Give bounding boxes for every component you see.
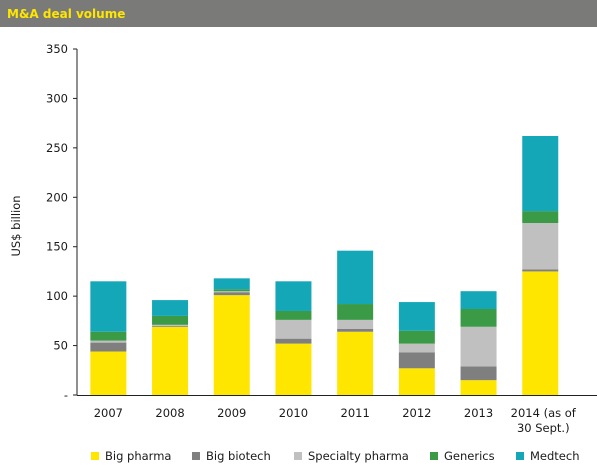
- bar-generics: [337, 304, 374, 320]
- bar-medtech: [90, 281, 127, 332]
- bar-medtech: [337, 250, 374, 305]
- bar-big-pharma: [152, 326, 189, 395]
- bar-big-biotech: [275, 338, 312, 344]
- bar-medtech: [152, 300, 189, 316]
- bar-specialty-pharma: [460, 326, 497, 367]
- bar-big-biotech: [152, 325, 189, 327]
- legend-item-specialty-pharma: Specialty pharma: [294, 449, 409, 463]
- legend-label: Generics: [444, 449, 495, 463]
- y-tick-label: 300: [46, 91, 68, 105]
- legend-swatch: [516, 452, 524, 460]
- bar-big-pharma: [337, 331, 374, 395]
- bar-generics: [213, 289, 250, 292]
- legend-swatch: [430, 452, 438, 460]
- x-tick-label: 2014 (as of 30 Sept.): [511, 406, 577, 435]
- x-tick-label: 2009: [217, 406, 246, 420]
- bar-specialty-pharma: [90, 340, 127, 343]
- legend-label: Medtech: [530, 449, 580, 463]
- bar-big-biotech: [337, 328, 374, 332]
- legend-item-medtech: Medtech: [516, 449, 580, 463]
- bar-big-pharma: [522, 271, 559, 395]
- x-tick-label: 2012: [402, 406, 431, 420]
- y-tick-label: 350: [46, 42, 68, 56]
- y-tick-label: 100: [46, 289, 68, 303]
- bar-big-pharma: [213, 295, 250, 395]
- x-tick-label: 2010: [279, 406, 308, 420]
- chart-legend: Big pharma Big biotech Specialty pharma Gen…: [0, 449, 597, 467]
- x-tick-label: 2011: [341, 406, 370, 420]
- bar-medtech: [398, 302, 435, 331]
- chart-title: M&A deal volume: [7, 6, 126, 21]
- legend-swatch: [91, 452, 99, 460]
- legend-swatch: [192, 452, 200, 460]
- bar-medtech: [275, 281, 312, 311]
- x-tick-label: 2008: [155, 406, 184, 420]
- bar-big-biotech: [398, 352, 435, 369]
- y-tick-label: 250: [46, 141, 68, 155]
- stacked-bar-chart: US$ billion - 50 100 150 200 250 300 350 2007 2008…: [9, 42, 597, 435]
- legend-item-big-biotech: Big biotech: [192, 449, 271, 463]
- legend-label: Big pharma: [105, 449, 172, 463]
- bar-medtech: [460, 291, 497, 309]
- y-tick-label: 150: [46, 240, 68, 254]
- bar-generics: [460, 308, 497, 327]
- bar-specialty-pharma: [213, 291, 250, 293]
- bar-big-pharma: [90, 351, 127, 395]
- bar-big-biotech: [90, 342, 127, 352]
- y-axis-label: US$ billion: [9, 195, 23, 256]
- x-tick-label: 2007: [94, 406, 123, 420]
- bar-specialty-pharma: [398, 343, 435, 353]
- bar-specialty-pharma: [275, 319, 312, 339]
- bar-big-biotech: [460, 366, 497, 381]
- bar-generics: [275, 310, 312, 320]
- bar-medtech: [522, 135, 559, 212]
- legend-item-generics: Generics: [430, 449, 495, 463]
- bar-specialty-pharma: [522, 222, 559, 270]
- bar-big-pharma: [398, 368, 435, 395]
- legend-label: Specialty pharma: [308, 449, 409, 463]
- y-tick-label: -: [64, 388, 68, 402]
- legend-label: Big biotech: [206, 449, 271, 463]
- bar-specialty-pharma: [337, 319, 374, 329]
- bar-generics: [398, 330, 435, 344]
- bar-generics: [152, 315, 189, 325]
- legend-swatch: [294, 452, 302, 460]
- chart-title-bar: M&A deal volume: [0, 0, 597, 27]
- bar-big-biotech: [522, 269, 559, 272]
- bar-medtech: [213, 278, 250, 290]
- y-tick-label: 200: [46, 190, 68, 204]
- bar-generics: [90, 331, 127, 341]
- y-tick-label: 50: [53, 339, 68, 353]
- bar-specialty-pharma: [152, 324, 189, 326]
- bar-generics: [522, 211, 559, 223]
- bar-big-pharma: [275, 343, 312, 395]
- bar-big-biotech: [213, 292, 250, 296]
- bar-big-pharma: [460, 380, 497, 395]
- x-tick-label: 2013: [464, 406, 493, 420]
- legend-item-big-pharma: Big pharma: [91, 449, 171, 463]
